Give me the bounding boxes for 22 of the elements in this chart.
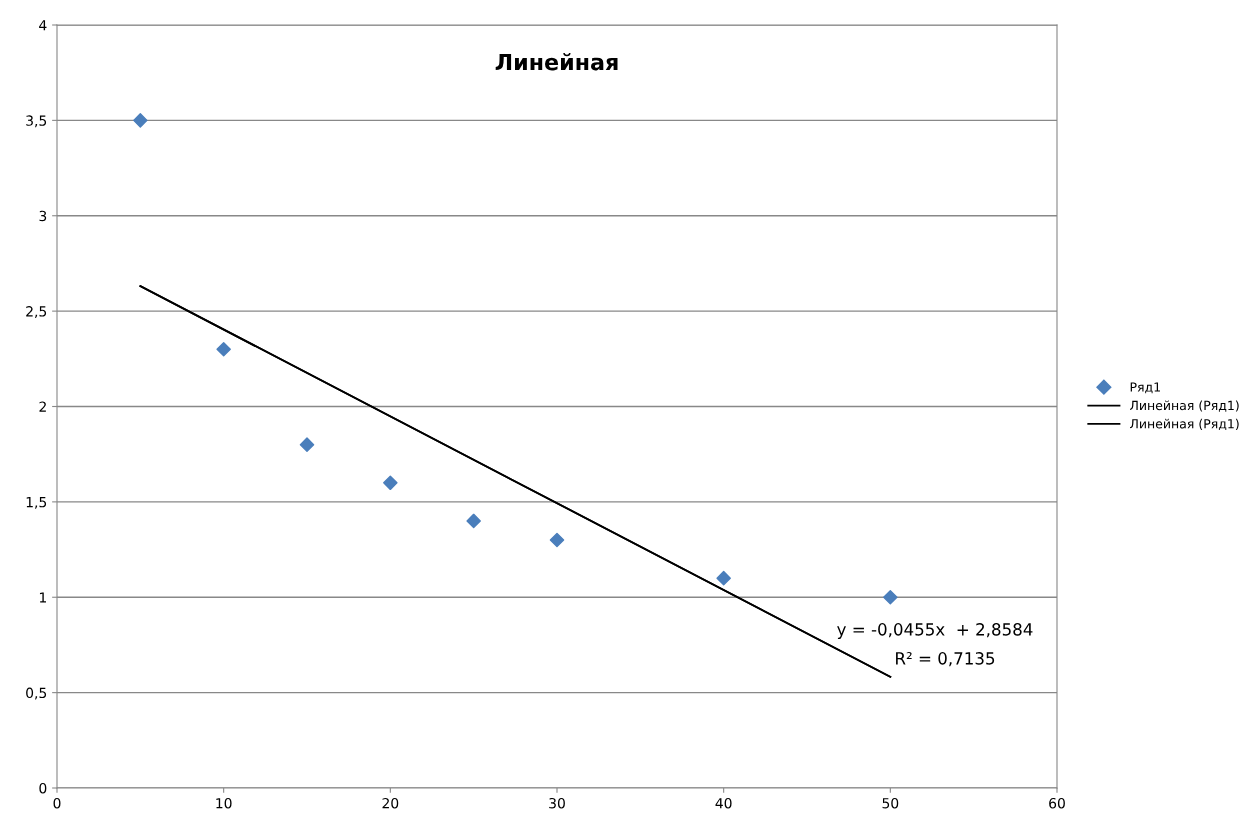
legend-label: Линейная (Ряд1) — [1130, 418, 1239, 431]
x-tick-label: 40 — [715, 797, 732, 809]
legend-label: Линейная (Ряд1) — [1130, 400, 1239, 412]
x-tick-label: 20 — [382, 797, 399, 809]
annotation: y = -0,0455x + 2,8584 — [837, 623, 1033, 639]
y-tick-label: 2,5 — [26, 306, 47, 319]
y-tick-label: 3 — [39, 210, 47, 222]
x-tick-label: 0 — [53, 797, 61, 809]
y-tick-label: 1,5 — [26, 497, 47, 509]
x-tick-label: 60 — [1049, 797, 1065, 809]
y-tick-label: 2 — [39, 401, 46, 412]
legend-label: Ряд1 — [1130, 382, 1160, 394]
x-tick-label: 50 — [882, 797, 899, 809]
text: Линейная — [495, 53, 618, 71]
y-tick-label: 4 — [39, 20, 47, 31]
y-tick-label: 0,5 — [26, 687, 47, 700]
y-tick-label: 3,5 — [26, 115, 47, 128]
y-tick-label: 0 — [39, 782, 47, 794]
y-tick-label: 1 — [39, 592, 46, 603]
x-tick-label: 10 — [216, 797, 232, 809]
annotation: R² = 0,7135 — [896, 652, 995, 667]
x-tick-label: 30 — [549, 797, 565, 809]
